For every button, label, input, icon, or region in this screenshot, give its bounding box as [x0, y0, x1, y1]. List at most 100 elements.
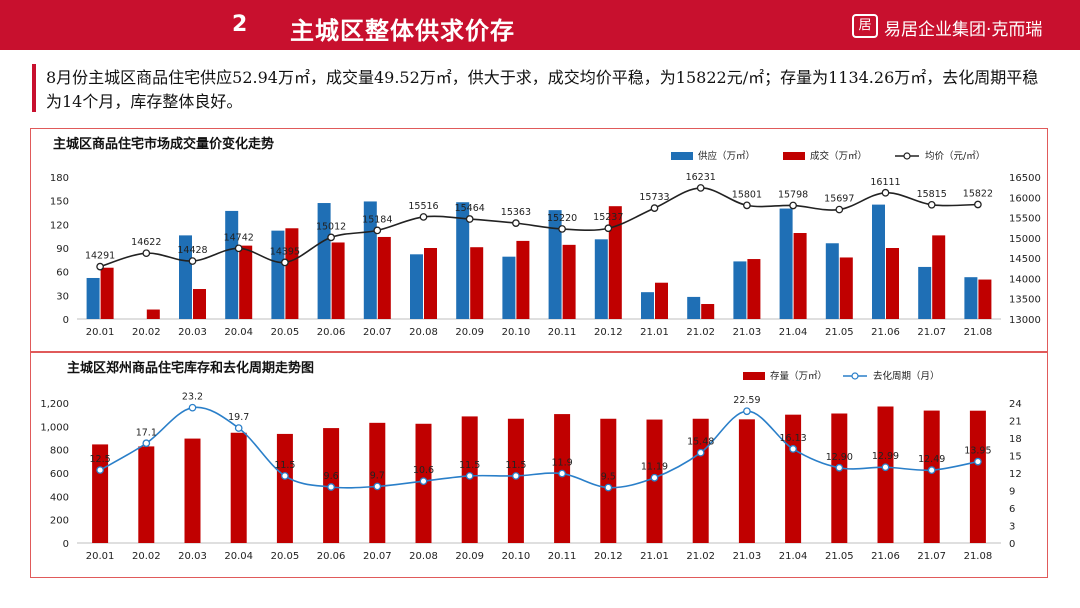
right-axis-tick-label: 9	[1009, 487, 1015, 498]
x-axis-tick-label: 20.01	[86, 327, 115, 338]
left-axis-tick-label: 60	[56, 268, 69, 279]
legend-label-supply: 供应（万㎡）	[698, 150, 755, 162]
line-data-label: 12.90	[826, 452, 853, 463]
bar-deal-21.01	[655, 282, 668, 319]
x-axis-tick-label: 21.01	[640, 327, 669, 338]
line-point-20.03	[188, 403, 197, 412]
bar-deal-20.07	[377, 236, 391, 319]
line-point-20.12	[604, 483, 613, 492]
bar-deal-20.09	[470, 247, 484, 319]
line-point-21.07	[927, 200, 936, 209]
line-data-label: 11.5	[274, 460, 295, 471]
line-data-label: 15184	[362, 214, 392, 225]
legend-label-deal: 成交（万㎡）	[810, 150, 867, 162]
legend-swatch-deal	[783, 152, 805, 160]
line-point-20.03	[188, 257, 197, 265]
right-axis-tick-label: 13500	[1009, 295, 1041, 306]
x-axis-tick-label: 21.06	[871, 551, 900, 562]
line-point-21.03	[743, 201, 751, 210]
chart1-svg: 0 30 60 90 120 150 180 13000 13500 14000 14500 1500…	[50, 150, 1041, 338]
right-axis-tick-label: 21	[1009, 417, 1022, 428]
x-axis-tick-label: 20.04	[224, 551, 253, 562]
line-data-label: 9.5	[601, 472, 616, 483]
x-axis-tick-label: 20.08	[409, 551, 438, 562]
line-data-label: 9.7	[370, 470, 385, 481]
x-axis-tick-label: 21.06	[871, 327, 900, 338]
line-data-label: 11.5	[459, 460, 480, 471]
bar-deal-20.08	[424, 248, 437, 319]
header-banner: 2 主城区整体供求价存 居 易居企业集团·克而瑞	[0, 0, 1080, 50]
bar-deal-20.02	[146, 309, 160, 319]
line-point-20.06	[327, 233, 335, 242]
x-axis-tick-label: 21.01	[640, 551, 669, 562]
line-point-21.08	[974, 200, 982, 209]
line-data-label: 15815	[917, 189, 947, 200]
line-data-label: 14395	[270, 246, 300, 257]
summary-accent	[32, 64, 36, 112]
line-data-label: 14742	[224, 232, 254, 243]
line-data-label: 15516	[408, 201, 438, 212]
bar-deal-21.05	[839, 257, 853, 319]
right-axis-tick-label: 15	[1009, 452, 1022, 463]
bar-deal-20.04	[239, 245, 253, 319]
line-point-21.02	[696, 448, 705, 457]
bar-deal-20.06	[331, 242, 345, 319]
line-data-label: 14428	[177, 245, 207, 256]
x-axis-tick-label: 20.01	[86, 551, 115, 562]
line-data-label: 11.19	[641, 462, 668, 473]
section-number: 2	[232, 12, 248, 37]
legend-marker-period	[851, 372, 859, 380]
line-point-20.08	[419, 213, 428, 221]
bar-supply-20.06	[317, 203, 331, 319]
legend-label-price: 均价（元/㎡）	[925, 150, 985, 162]
bar-supply-20.12	[594, 239, 608, 319]
line-data-label: 15733	[639, 192, 669, 203]
bar-supply-21.07	[918, 266, 932, 319]
x-axis-tick-label: 20.12	[594, 327, 623, 338]
bar-inventory-20.05	[276, 433, 293, 543]
line-point-21.01	[650, 473, 659, 482]
left-axis-tick-label: 0	[63, 315, 69, 326]
bar-supply-21.02	[687, 296, 701, 319]
bar-inventory-21.03	[738, 419, 755, 543]
line-point-20.09	[465, 472, 474, 480]
line-data-label: 16.13	[779, 433, 806, 444]
bar-deal-21.02	[701, 304, 715, 319]
right-axis-tick-label: 3	[1009, 522, 1015, 533]
left-axis-tick-label: 120	[50, 220, 69, 231]
bar-supply-20.08	[410, 254, 423, 319]
x-axis-tick-label: 20.02	[132, 551, 161, 562]
bar-inventory-20.02	[138, 446, 155, 543]
line-data-label: 15.48	[687, 437, 714, 448]
right-axis-tick-label: 13000	[1009, 315, 1041, 326]
line-point-20.09	[465, 215, 474, 223]
chart2-title: 主城区郑州商品住宅库存和去化周期走势图	[67, 361, 315, 376]
bar-supply-21.06	[872, 204, 885, 319]
line-point-20.07	[373, 226, 382, 235]
bar-inventory-20.10	[507, 418, 524, 543]
page-title: 主城区整体供求价存	[290, 16, 515, 45]
x-axis-tick-label: 21.05	[825, 551, 854, 562]
line-data-label: 11.9	[552, 458, 573, 469]
line-data-label: 9.6	[324, 471, 339, 482]
legend-label-period: 去化周期（月）	[873, 370, 940, 382]
x-axis-tick-label: 20.10	[502, 327, 531, 338]
bar-supply-21.01	[641, 292, 654, 319]
line-point-21.06	[881, 463, 890, 472]
left-axis-tick-label: 1,000	[40, 422, 69, 433]
line-point-20.08	[419, 477, 428, 486]
x-axis-tick-label: 21.05	[825, 327, 854, 338]
line-point-20.02	[142, 249, 151, 258]
bar-supply-20.01	[86, 277, 100, 319]
line-point-21.05	[835, 463, 844, 472]
x-axis-tick-label: 20.07	[363, 327, 392, 338]
x-axis-tick-label: 20.02	[132, 327, 161, 338]
line-point-21.04	[789, 445, 797, 453]
x-axis-tick-label: 21.02	[686, 327, 715, 338]
right-axis-tick-label: 15500	[1009, 214, 1041, 225]
x-axis-tick-label: 20.06	[317, 551, 346, 562]
line-data-label: 12.49	[918, 454, 945, 465]
right-axis-tick-label: 24	[1009, 399, 1022, 410]
line-point-20.10	[512, 219, 520, 227]
left-axis-tick-label: 180	[50, 173, 69, 184]
